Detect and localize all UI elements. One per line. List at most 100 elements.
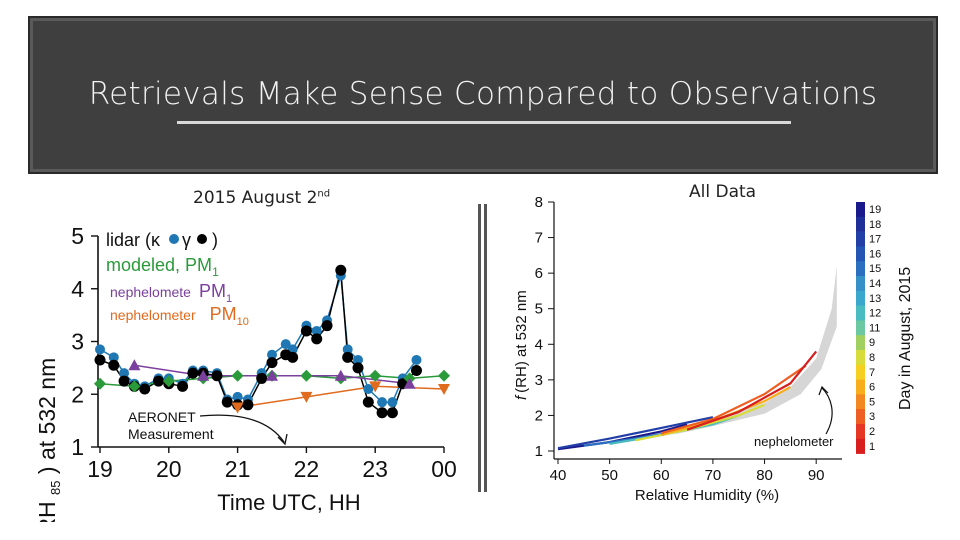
right-y-tick-label: 3 <box>535 372 543 389</box>
data-point-modeled-PM1 <box>300 369 313 382</box>
data-point-nephelometer-PM1 <box>403 377 416 389</box>
data-point-nephelometer-PM10 <box>231 402 244 414</box>
right-axes: 40 50 60 70 80 90 1 2 3 4 5 6 7 8 <box>535 194 842 484</box>
right-x-tick-label: 40 <box>550 467 567 484</box>
data-point-lidar-gamma <box>152 375 164 387</box>
legend-kappa-marker <box>169 234 179 244</box>
colorbar-swatch <box>856 409 865 425</box>
data-point-lidar-gamma <box>287 351 299 363</box>
data-point-lidar-gamma <box>256 372 268 384</box>
legend-modeled-sub: 1 <box>212 265 219 279</box>
data-point-lidar-kappa <box>108 352 119 363</box>
data-point-modeled-PM1 <box>162 375 175 388</box>
series-line-nephelometer-PM10 <box>237 385 445 409</box>
left-series-markers <box>94 264 450 419</box>
colorbar-tick-label: 9 <box>869 337 875 349</box>
left-y-tick-label: 3 <box>71 329 84 355</box>
legend-neph-pm10-sub: 10 <box>237 316 249 328</box>
colorbar-tick-label: 15 <box>869 263 881 275</box>
colorbar-swatch <box>856 438 865 454</box>
data-point-nephelometer-PM1 <box>334 369 347 381</box>
data-point-nephelometer-PM1 <box>197 369 210 381</box>
colorbar-swatch <box>856 231 865 247</box>
colorbar-tick-label: 2 <box>869 426 875 438</box>
data-point-lidar-gamma <box>342 351 354 363</box>
data-point-nephelometer-PM10 <box>369 381 382 393</box>
right-y-tick-label: 6 <box>535 265 543 282</box>
right-y-tick-label: 8 <box>535 194 543 211</box>
right-x-tick-label: 50 <box>601 467 618 484</box>
left-y-tick-label: 2 <box>71 381 84 407</box>
data-point-lidar-kappa <box>267 349 277 360</box>
colorbar-tick-label: 17 <box>869 234 881 246</box>
data-point-lidar-gamma <box>376 407 388 419</box>
data-point-lidar-kappa <box>95 344 105 355</box>
data-point-lidar-gamma <box>94 354 106 366</box>
colorbar-tick-label: 13 <box>869 293 881 305</box>
right-x-label: Relative Humidity (%) <box>635 487 779 504</box>
legend-modeled-text: modeled, PM <box>106 255 212 275</box>
nephelometer-arrowhead <box>818 385 829 396</box>
data-point-lidar-gamma <box>311 333 323 345</box>
data-point-lidar-gamma <box>177 380 189 392</box>
colorbar-swatch <box>856 394 865 410</box>
left-caption-text: 2015 August 2 <box>193 188 318 208</box>
legend-lidar: lidar (κ <box>106 230 161 250</box>
legend-gamma-marker <box>197 234 207 244</box>
left-caption-sup: nd <box>317 188 331 200</box>
legend-neph-pm10: nephelometer PM10 <box>110 304 249 328</box>
data-point-nephelometer-PM10 <box>438 383 450 395</box>
chart-divider <box>478 204 487 492</box>
data-point-nephelometer-PM10 <box>300 391 313 403</box>
day-colorbar: 19 18 17 16 15 14 13 12 11 9 8 7 6 5 3 2 1 <box>856 202 881 454</box>
legend-neph-pm10-text: nephelometer <box>110 307 196 323</box>
rh-curve-day-3 <box>661 364 807 435</box>
left-x-tick-label: 19 <box>87 456 113 482</box>
data-point-lidar-gamma <box>266 357 278 369</box>
colorbar-swatch <box>856 305 865 321</box>
colorbar-tick-label: 5 <box>869 396 875 408</box>
legend-gamma: γ <box>182 230 191 250</box>
data-point-lidar-gamma <box>221 396 233 408</box>
legend-neph-pm10-pm: PM <box>210 304 237 324</box>
left-x-label: Time UTC, HH <box>217 490 360 515</box>
colorbar-swatch <box>856 276 865 292</box>
aeronet-label-line1: AERONET <box>128 409 196 425</box>
data-point-lidar-gamma <box>118 375 130 387</box>
data-point-lidar-kappa <box>311 325 322 336</box>
left-y-label-end: ) at 532 nm <box>34 358 60 474</box>
colorbar-tick-label: 6 <box>869 382 875 394</box>
legend-neph-pm1-text: nephelomete <box>110 284 191 300</box>
colorbar-swatch <box>856 202 865 218</box>
aeronet-arrow <box>199 414 285 443</box>
colorbar-swatch <box>856 216 865 232</box>
data-point-lidar-gamma <box>187 367 199 379</box>
left-y-label-mid: (RH <box>34 501 60 522</box>
left-legend: lidar (κ γ ) modeled, PM1 nephelomete PM1… <box>106 230 249 328</box>
aeronet-arrowhead <box>277 433 288 446</box>
left-y-label-sub: 85 <box>48 480 63 494</box>
nephelometer-band <box>671 266 837 435</box>
data-point-lidar-kappa <box>119 368 130 379</box>
left-x-tick-label: 23 <box>362 456 388 482</box>
legend-lidar-close: ) <box>212 230 218 250</box>
colorbar-swatch <box>856 350 865 366</box>
data-point-lidar-kappa <box>411 354 422 365</box>
right-x-tick-label: 60 <box>653 467 670 484</box>
data-point-lidar-gamma <box>321 320 333 332</box>
legend-neph-pm1-pm: PM <box>199 281 226 301</box>
right-y-tick-label: 1 <box>535 443 543 460</box>
colorbar-tick-label: 18 <box>869 219 881 231</box>
right-chart-caption: All Data <box>689 182 757 202</box>
aeronet-label-line2: Measurement <box>128 426 214 442</box>
right-y-tick-label: 5 <box>535 301 543 318</box>
data-point-lidar-gamma <box>108 359 120 371</box>
data-point-modeled-PM1 <box>128 380 141 393</box>
right-y-label: f(RH) at 532 nm <box>513 290 530 400</box>
data-point-lidar-gamma <box>410 365 422 377</box>
colorbar-tick-label: 1 <box>869 441 875 453</box>
title-underline <box>177 121 791 124</box>
colorbar-swatch <box>856 335 865 351</box>
right-series-lines <box>557 350 818 451</box>
